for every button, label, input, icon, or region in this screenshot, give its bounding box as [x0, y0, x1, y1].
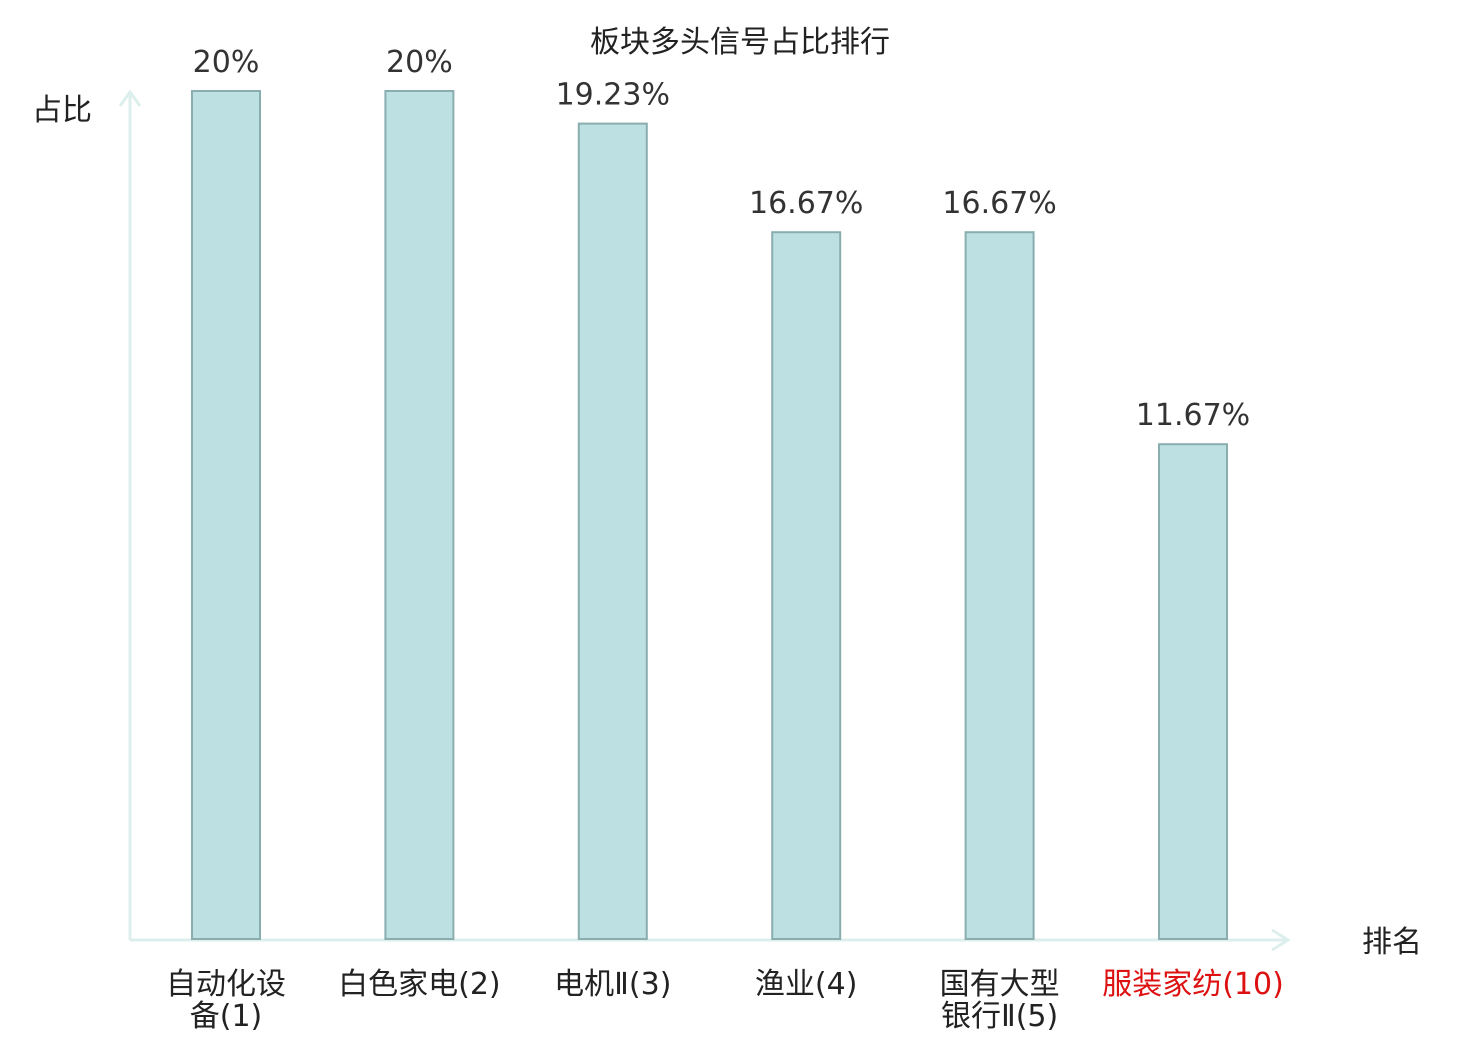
x-tick-label: 电机Ⅱ(3)	[554, 967, 671, 1002]
bar	[1158, 443, 1228, 940]
bar	[191, 90, 261, 940]
bar	[964, 231, 1035, 940]
x-tick-label: 备(1)	[190, 999, 263, 1034]
data-label: 19.23%	[556, 78, 670, 113]
y-axis-arrow-icon	[118, 89, 142, 107]
x-tick-label: 服装家纺(10)	[1102, 967, 1284, 1002]
y-axis	[118, 89, 142, 940]
chart-title: 板块多头信号占比排行	[590, 25, 890, 60]
y-axis-label: 占比	[32, 93, 92, 128]
data-label: 20%	[193, 45, 260, 80]
data-label: 16.67%	[749, 186, 863, 221]
data-label: 11.67%	[1136, 398, 1250, 433]
x-tick-label: 国有大型	[940, 967, 1060, 1002]
data-label: 20%	[386, 45, 453, 80]
x-tick-label: 银行Ⅱ(5)	[941, 999, 1058, 1034]
x-tick-label: 白色家电(2)	[338, 967, 501, 1002]
x-tick-label: 自动化设	[166, 967, 286, 1002]
x-axis	[130, 928, 1291, 952]
bar	[384, 90, 455, 940]
bar	[577, 122, 648, 941]
data-label: 16.67%	[942, 186, 1056, 221]
x-axis-arrow-icon	[1271, 928, 1291, 952]
x-axis-label: 排名	[1362, 925, 1422, 960]
bar	[771, 231, 842, 940]
x-tick-label: 渔业(4)	[755, 967, 858, 1002]
